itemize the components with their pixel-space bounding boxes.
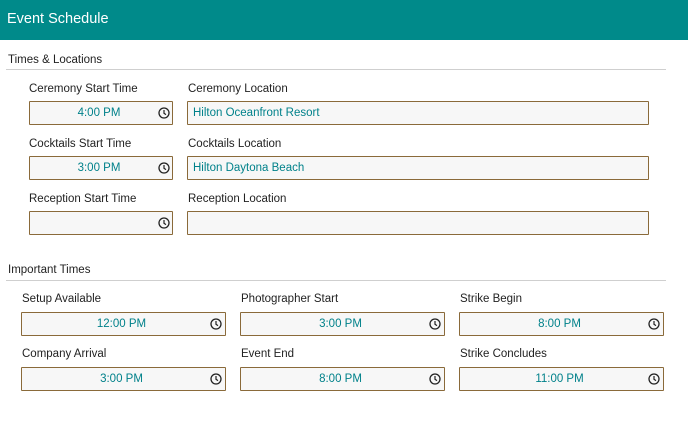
strike-concludes-label: Strike Concludes	[460, 348, 547, 360]
setup-available-value: 12:00 PM	[96, 318, 147, 330]
cocktails-start-time-field[interactable]: 3:00 PM	[29, 156, 173, 180]
section-title-important-times: Important Times	[8, 264, 91, 276]
cocktails-location-label: Cocktails Location	[188, 138, 282, 150]
ceremony-location-field[interactable]: Hilton Oceanfront Resort	[187, 101, 649, 125]
section-divider	[6, 69, 666, 70]
clock-icon[interactable]	[158, 217, 170, 229]
ceremony-location-label: Ceremony Location	[188, 83, 288, 95]
reception-start-time-label: Reception Start Time	[29, 193, 137, 205]
reception-location-field[interactable]	[187, 211, 649, 235]
section-title-times-locations: Times & Locations	[8, 54, 103, 66]
ceremony-start-time-label: Ceremony Start Time	[29, 83, 138, 95]
page-header: Event Schedule	[0, 0, 688, 40]
setup-available-label: Setup Available	[22, 293, 102, 305]
clock-icon[interactable]	[210, 318, 222, 330]
cocktails-start-time-label: Cocktails Start Time	[29, 138, 132, 150]
ceremony-start-time-value: 4:00 PM	[77, 107, 121, 119]
strike-begin-field[interactable]: 8:00 PM	[459, 312, 664, 336]
clock-icon[interactable]	[210, 373, 222, 385]
strike-begin-value: 8:00 PM	[538, 318, 581, 330]
strike-concludes-field[interactable]: 11:00 PM	[459, 367, 664, 391]
company-arrival-value: 3:00 PM	[100, 373, 143, 385]
ceremony-start-time-field[interactable]: 4:00 PM	[29, 101, 173, 125]
event-end-field[interactable]: 8:00 PM	[240, 367, 445, 391]
reception-location-label: Reception Location	[188, 193, 287, 205]
reception-start-time-field[interactable]	[29, 211, 173, 235]
section-divider	[6, 280, 666, 281]
clock-icon[interactable]	[648, 318, 660, 330]
strike-begin-label: Strike Begin	[460, 293, 523, 305]
clock-icon[interactable]	[158, 107, 170, 119]
clock-icon[interactable]	[429, 373, 441, 385]
clock-icon[interactable]	[648, 373, 660, 385]
ceremony-location-value: Hilton Oceanfront Resort	[193, 107, 320, 119]
clock-icon[interactable]	[429, 318, 441, 330]
company-arrival-field[interactable]: 3:00 PM	[21, 367, 226, 391]
photographer-start-value: 3:00 PM	[319, 318, 362, 330]
clock-icon[interactable]	[158, 162, 170, 174]
cocktails-location-value: Hilton Daytona Beach	[193, 162, 305, 174]
photographer-start-label: Photographer Start	[241, 293, 339, 305]
event-end-value: 8:00 PM	[319, 373, 362, 385]
cocktails-start-time-value: 3:00 PM	[77, 162, 121, 174]
event-end-label: Event End	[241, 348, 295, 360]
company-arrival-label: Company Arrival	[22, 348, 107, 360]
setup-available-field[interactable]: 12:00 PM	[21, 312, 226, 336]
page-title: Event Schedule	[7, 11, 109, 27]
strike-concludes-value: 11:00 PM	[535, 373, 584, 385]
cocktails-location-field[interactable]: Hilton Daytona Beach	[187, 156, 649, 180]
photographer-start-field[interactable]: 3:00 PM	[240, 312, 445, 336]
